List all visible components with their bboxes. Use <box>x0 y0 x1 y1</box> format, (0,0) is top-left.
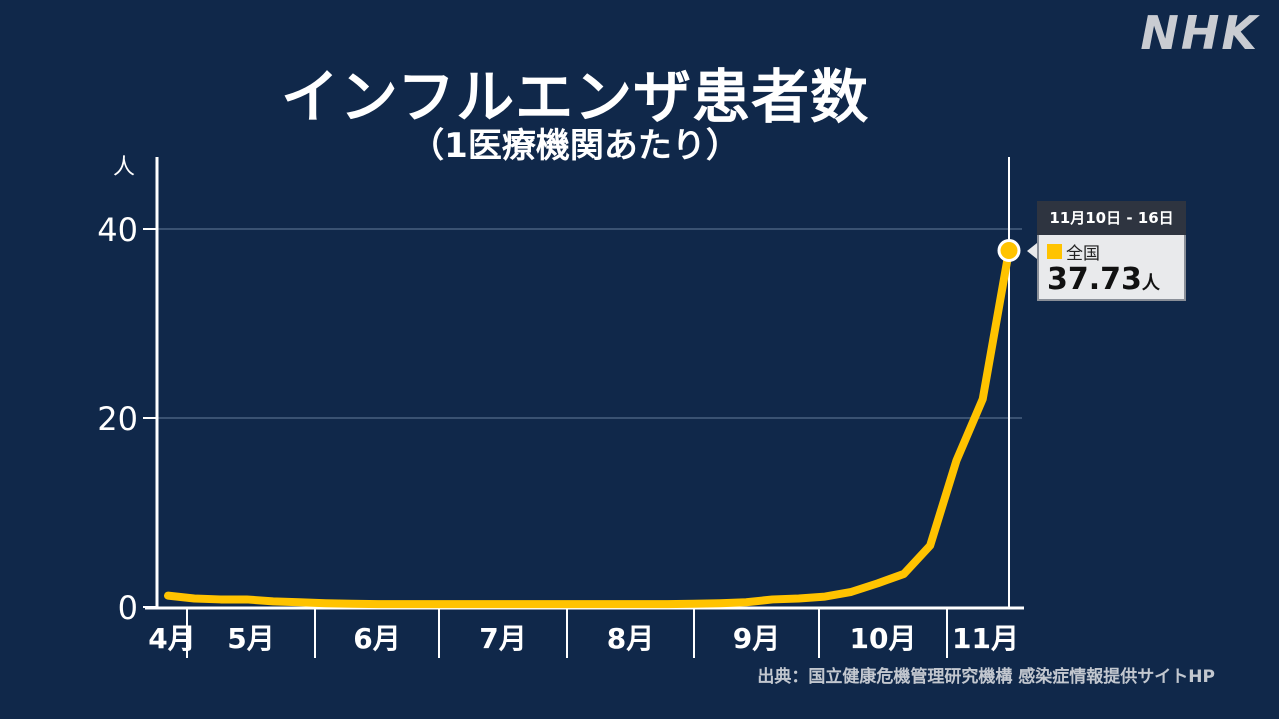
x-tick-label: 4月 <box>148 622 195 655</box>
y-tick-label: 40 <box>97 211 138 249</box>
y-tick-label: 0 <box>118 589 138 627</box>
chart-subtitle: （1医療機関あたり） <box>410 126 740 166</box>
x-tick-label: 10月 <box>850 622 917 655</box>
latest-data-point <box>997 238 1021 262</box>
tooltip-unit: 人 <box>1141 273 1160 294</box>
x-tick-label: 5月 <box>227 622 274 655</box>
tooltip-pointer <box>1027 243 1037 259</box>
tooltip-period: 11月10日 - 16日 <box>1037 201 1186 235</box>
series-layer <box>164 238 1021 609</box>
tooltip-value-row: 37.73人 <box>1047 264 1176 296</box>
y-tick-label: 20 <box>97 400 138 438</box>
chart-title: インフルエンザ患者数 <box>280 63 870 131</box>
x-tick-label: 11月 <box>952 622 1019 655</box>
nhk-logo: NHK <box>1140 6 1259 60</box>
x-tick-label: 7月 <box>479 622 526 655</box>
tooltip-value: 37.73 <box>1047 262 1142 297</box>
x-tick-label: 8月 <box>607 622 654 655</box>
series-line <box>164 246 1013 609</box>
grid-lines <box>150 228 1022 419</box>
tooltip-series-label: 全国 <box>1066 244 1100 264</box>
x-tick-label: 6月 <box>353 622 400 655</box>
tooltip: 11月10日 - 16日 全国 37.73人 <box>1027 201 1186 301</box>
tooltip-series-row: 全国 <box>1047 239 1176 264</box>
x-tick-label: 9月 <box>733 622 780 655</box>
tooltip-body: 全国 37.73人 <box>1037 235 1186 301</box>
y-axis-label: 人 <box>113 155 135 180</box>
axis-labels: 0 20 40 人 4月 5月 6月 7月 8月 9月 10月 11月 <box>97 155 1019 655</box>
legend-swatch <box>1047 244 1062 259</box>
source-note: 出典：国立健康危機管理研究機構 感染症情報提供サイトHP <box>757 667 1215 687</box>
axes <box>143 157 1024 658</box>
